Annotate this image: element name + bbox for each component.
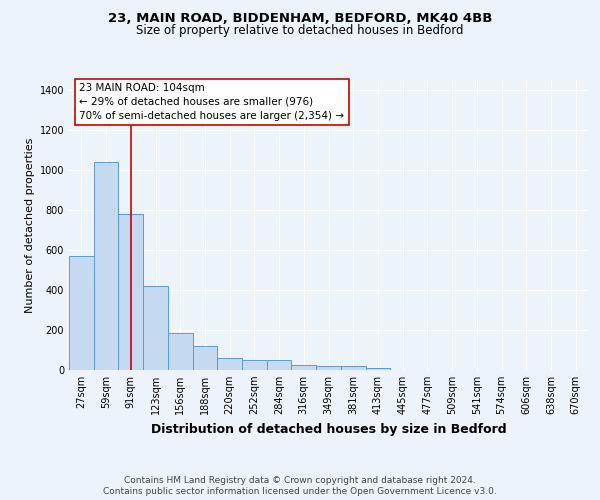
- Bar: [267, 360, 292, 370]
- Bar: [341, 366, 365, 370]
- Bar: [118, 214, 143, 370]
- Text: 23, MAIN ROAD, BIDDENHAM, BEDFORD, MK40 4BB: 23, MAIN ROAD, BIDDENHAM, BEDFORD, MK40 …: [108, 12, 492, 26]
- Bar: [168, 333, 193, 370]
- Bar: [316, 366, 341, 370]
- X-axis label: Distribution of detached houses by size in Bedford: Distribution of detached houses by size …: [151, 422, 506, 436]
- Bar: [292, 365, 316, 370]
- Y-axis label: Number of detached properties: Number of detached properties: [25, 138, 35, 312]
- Bar: [365, 368, 390, 370]
- Bar: [193, 346, 217, 370]
- Text: Size of property relative to detached houses in Bedford: Size of property relative to detached ho…: [136, 24, 464, 37]
- Bar: [69, 256, 94, 370]
- Text: 23 MAIN ROAD: 104sqm
← 29% of detached houses are smaller (976)
70% of semi-deta: 23 MAIN ROAD: 104sqm ← 29% of detached h…: [79, 83, 344, 121]
- Bar: [242, 360, 267, 370]
- Bar: [94, 162, 118, 370]
- Bar: [217, 358, 242, 370]
- Text: Contains HM Land Registry data © Crown copyright and database right 2024.: Contains HM Land Registry data © Crown c…: [124, 476, 476, 485]
- Bar: [143, 286, 168, 370]
- Text: Contains public sector information licensed under the Open Government Licence v3: Contains public sector information licen…: [103, 487, 497, 496]
